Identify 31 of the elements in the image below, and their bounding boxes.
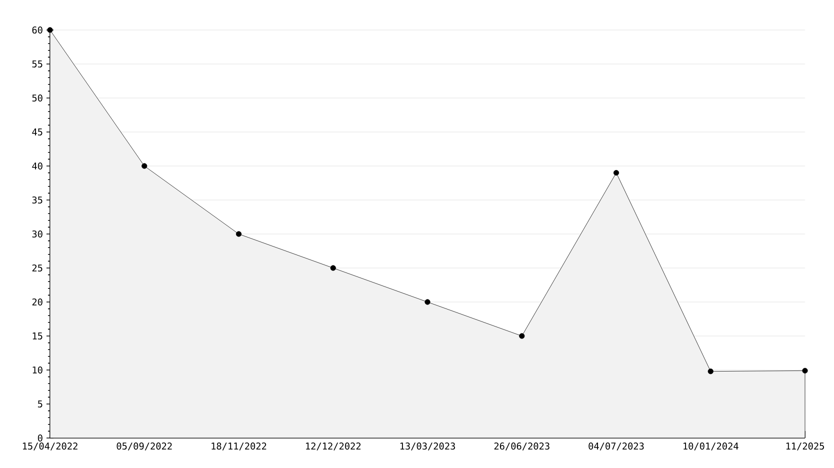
point — [613, 170, 620, 176]
x-tick-label: 18/11/2022 — [212, 442, 266, 450]
x-tick-label: 26/06/2023 — [494, 442, 550, 450]
y-tick-label: 10 — [32, 366, 42, 374]
point — [47, 27, 53, 33]
y-tick-label: 15 — [32, 332, 42, 340]
y-tick-label: 35 — [32, 196, 42, 204]
y-tick-label: 25 — [32, 264, 42, 272]
y-tick-label: 0 — [38, 434, 42, 442]
y-tick-label: 5 — [38, 400, 42, 408]
y-tick-label: 45 — [32, 128, 42, 136]
point — [330, 265, 336, 271]
y-tick-label: 20 — [32, 298, 42, 306]
x-tick-label: 10/01/2024 — [684, 442, 738, 450]
point — [519, 333, 525, 339]
point — [424, 299, 430, 305]
y-tick-label: 40 — [32, 162, 42, 170]
y-tick-label: 30 — [32, 230, 42, 238]
x-tick-label: 04/07/2023 — [588, 442, 644, 450]
point — [236, 231, 242, 237]
x-tick-label: 12/12/2022 — [306, 442, 361, 450]
x-tick-label: 11/2025 — [786, 442, 824, 450]
x-tick-label: 15/04/2022 — [22, 442, 78, 450]
point — [142, 163, 148, 169]
point — [802, 368, 808, 374]
point — [708, 368, 714, 374]
y-tick-label: 50 — [32, 94, 42, 102]
y-tick-label: 55 — [32, 60, 42, 68]
y-tick-label: 60 — [32, 26, 42, 34]
x-tick-label: 13/03/2023 — [400, 442, 455, 450]
x-tick-label: 05/09/2022 — [116, 442, 172, 450]
